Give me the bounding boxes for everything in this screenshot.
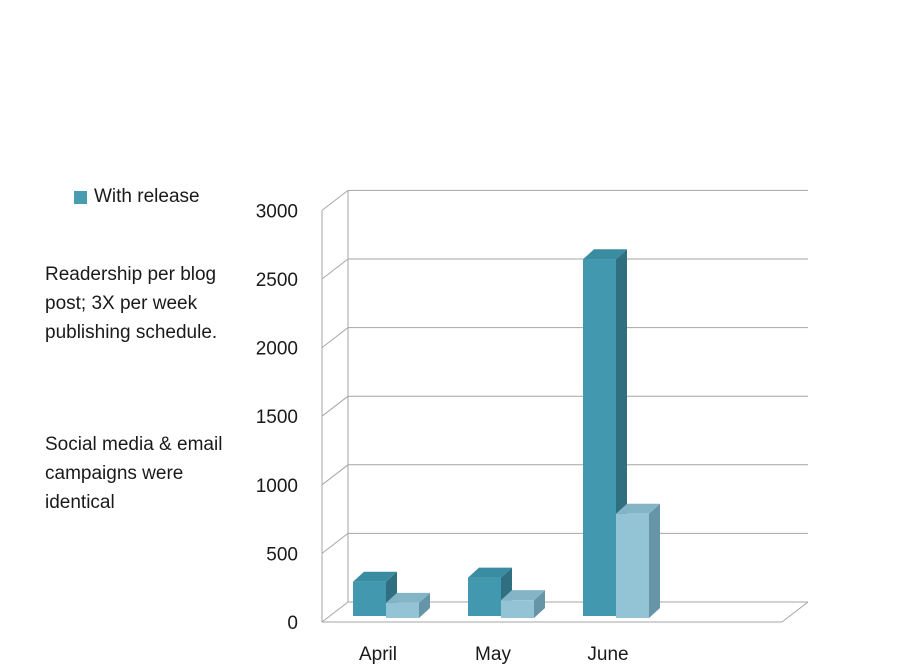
grid-connector [321,464,349,486]
bar-side [534,590,545,618]
bar [616,513,649,618]
y-tick-label: 500 [266,544,298,565]
bar-top [386,592,430,603]
x-tick-label: May [475,644,511,665]
floor-right-edge [781,601,809,623]
y-tick-label: 0 [287,613,298,634]
bar-top [353,571,397,582]
bar-side [649,503,660,618]
bar [468,577,501,616]
bar-top [468,567,512,578]
bar [501,600,534,618]
grid-connector [321,601,349,623]
grid-connector [321,395,349,417]
bar-top [616,503,660,514]
bar [386,602,419,618]
bar-top [501,590,545,601]
bar [583,259,616,616]
legend-swatch [74,190,87,204]
grid-connector [321,258,349,280]
y-tick-label: 1500 [256,407,298,428]
chart-note-readership: Readership per blog post; 3X per week pu… [45,264,218,343]
x-tick-label: June [587,644,628,665]
bar-side [419,592,430,618]
grid-connector [321,327,349,348]
bar-top [583,249,627,260]
grid-connector [321,533,349,554]
grid-connector [321,190,349,211]
legend: With release [74,186,200,208]
y-tick-label: 2000 [256,339,298,360]
y-tick-label: 1000 [256,476,298,497]
y-tick-label: 2500 [256,270,298,291]
chart-note-campaigns: Social media & email campaigns were iden… [45,434,223,513]
bar [353,581,386,616]
legend-label: With release [94,186,200,207]
x-tick-label: April [359,644,397,665]
y-tick-label: 3000 [256,201,298,222]
